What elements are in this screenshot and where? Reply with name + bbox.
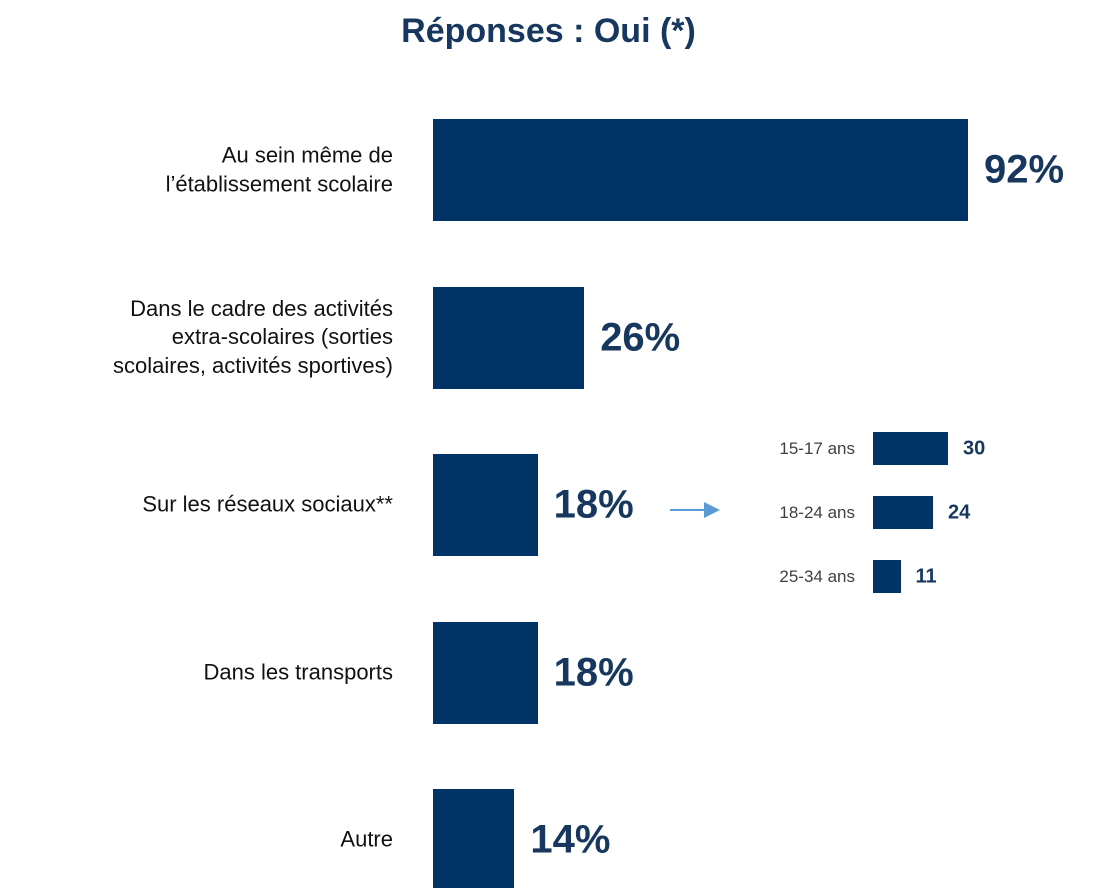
category-label: 18-24 ans (779, 502, 855, 522)
bar (873, 496, 933, 529)
bar (873, 560, 901, 593)
bar (433, 286, 585, 389)
value-label: 92% (984, 147, 1065, 192)
chart-title: Réponses : Oui (*) (401, 12, 696, 50)
bar (433, 621, 538, 724)
category-label: 15-17 ans (779, 438, 855, 458)
value-label: 11 (915, 565, 937, 587)
category-label: 25-34 ans (779, 566, 855, 586)
value-label: 24 (948, 501, 971, 523)
value-label: 18% (553, 650, 634, 694)
bar (873, 432, 948, 465)
value-label: 30 (963, 437, 986, 459)
bar (433, 454, 538, 556)
bar (433, 119, 968, 221)
value-label: 14% (530, 817, 611, 862)
value-label: 26% (600, 315, 681, 359)
category-label: Autre (340, 826, 393, 852)
category-label: Au sein même de l’établissement scolaire (165, 142, 393, 196)
category-label: Sur les réseaux sociaux** (142, 491, 393, 517)
bar (433, 789, 515, 888)
value-label: 18% (553, 482, 634, 527)
category-label: Dans les transports (203, 659, 393, 685)
category-label: Dans le cadre des activités extra-scolai… (113, 295, 393, 378)
